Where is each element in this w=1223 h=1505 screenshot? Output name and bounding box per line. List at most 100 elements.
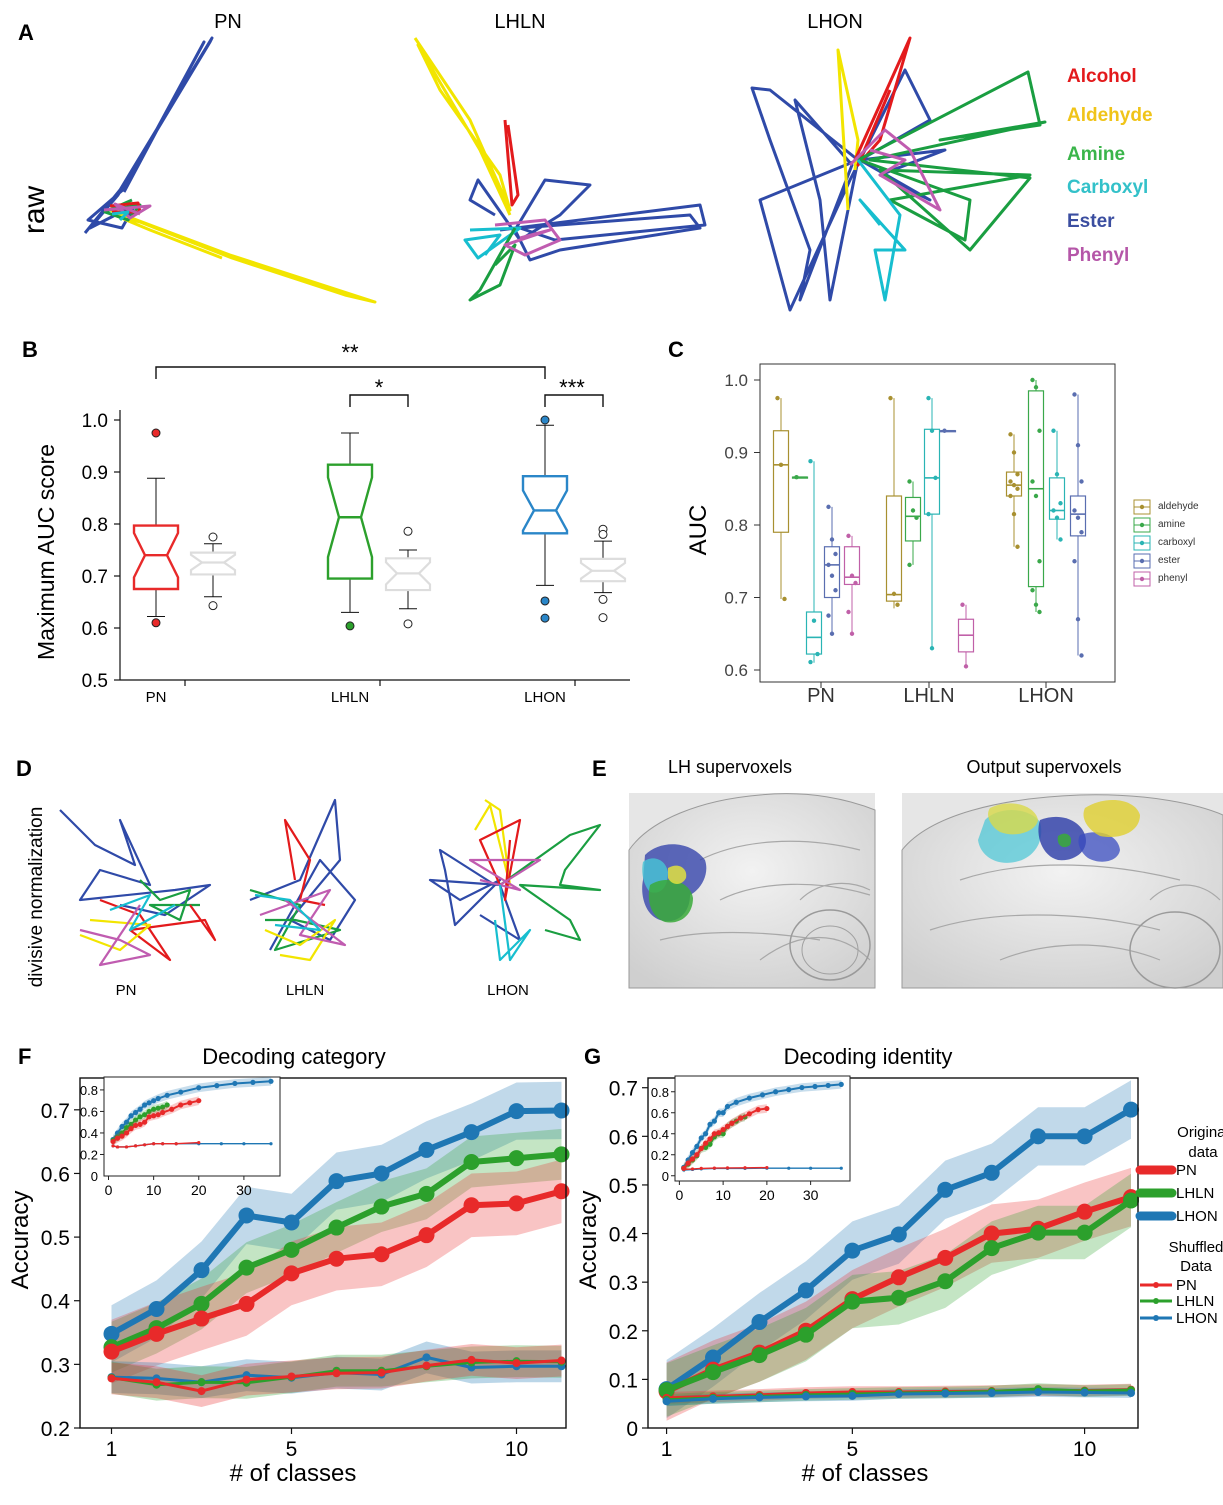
trajectory-d-4 bbox=[79, 904, 152, 967]
point-lhon-shuffled bbox=[987, 1389, 996, 1397]
point-lhon-original bbox=[103, 1325, 120, 1342]
c-point bbox=[853, 580, 858, 586]
inset-ytick-label: 0 bbox=[662, 1169, 669, 1184]
inset-point bbox=[689, 1150, 696, 1156]
panel-e-title-output: Output supervoxels bbox=[966, 757, 1121, 777]
inset-xtick-label: 0 bbox=[675, 1187, 683, 1203]
inset-point bbox=[724, 1123, 731, 1129]
g-legend-original-l1: Original bbox=[1177, 1124, 1223, 1141]
inset-point bbox=[196, 1098, 202, 1104]
ytick-label: 0.3 bbox=[609, 1272, 638, 1295]
lh-supervoxel-aldehyde bbox=[668, 865, 687, 884]
trajectory-d-10 bbox=[259, 888, 347, 947]
b-outlier bbox=[208, 601, 218, 611]
inset-xtick-label: 10 bbox=[715, 1187, 731, 1203]
c-point bbox=[1075, 443, 1081, 448]
panel-d-title-lhln: LHLN bbox=[286, 982, 324, 999]
point-lhln-original bbox=[658, 1382, 675, 1399]
point-pn-shuffled bbox=[377, 1368, 386, 1377]
inset-point bbox=[137, 1106, 143, 1112]
point-lhon-original bbox=[238, 1207, 255, 1224]
inset-point bbox=[164, 1102, 170, 1108]
brain-render-output bbox=[901, 793, 1223, 989]
inset-point bbox=[123, 1130, 130, 1136]
c-box bbox=[1048, 477, 1066, 520]
inset-point bbox=[746, 1095, 752, 1101]
inset-point bbox=[146, 1114, 152, 1120]
panel-e-title-lh: LH supervoxels bbox=[668, 757, 792, 777]
point-lhon-original bbox=[1030, 1128, 1047, 1145]
ytick-label: 0.7 bbox=[41, 1100, 70, 1123]
inset-xtick-label: 20 bbox=[191, 1182, 207, 1198]
point-lhon-original bbox=[508, 1103, 525, 1120]
b-sig-bracket bbox=[544, 394, 604, 407]
point-lhon-shuffled bbox=[1034, 1388, 1043, 1397]
g-legend-shuffled-l2: Data bbox=[1180, 1258, 1212, 1275]
g-legend-shuf-lhln: LHLN bbox=[1176, 1293, 1214, 1310]
panel-a-title-lhln: LHLN bbox=[494, 11, 545, 33]
ytick-label: 0.5 bbox=[41, 1227, 70, 1250]
c-point bbox=[794, 474, 799, 480]
c-point bbox=[1072, 559, 1077, 564]
inset-point bbox=[142, 1102, 148, 1108]
c-point bbox=[1058, 537, 1063, 542]
b-outlier bbox=[598, 594, 608, 604]
ytick-label: 0.4 bbox=[609, 1224, 639, 1247]
c-point bbox=[929, 428, 935, 433]
point-lhon-original bbox=[705, 1349, 722, 1366]
xtick-label: 5 bbox=[286, 1438, 298, 1461]
point-pn-shuffled bbox=[557, 1356, 566, 1365]
point-lhon-original bbox=[193, 1262, 210, 1279]
panel-g-title: Decoding identity bbox=[784, 1044, 953, 1069]
trajectory-a-1 bbox=[109, 208, 377, 304]
c-legend-key-dot bbox=[1139, 540, 1145, 546]
point-lhln-original bbox=[797, 1326, 814, 1343]
inset-point bbox=[698, 1135, 704, 1141]
panel-e: E LH supervoxels Output supervoxels bbox=[592, 756, 1223, 989]
panel-f-label: F bbox=[18, 1044, 31, 1069]
panel-b-chart: 1.0 0.9 0.8 0.7 0.6 0.5 bbox=[82, 366, 630, 692]
panel-c-legend: aldehyde amine carboxyl ester phenyl bbox=[1158, 501, 1199, 584]
panel-f-chart: 0.2 0.3 0.4 0.5 0.6 0.7 1 5 10 0.2 0.4 0.6 0.8 00 10 20… bbox=[41, 1076, 570, 1461]
panel-c-group-pn: PN bbox=[807, 685, 835, 707]
point-pn-shuffled bbox=[107, 1374, 116, 1383]
inset-xtick-label: 0 bbox=[105, 1182, 113, 1198]
inset-point bbox=[123, 1124, 130, 1131]
point-pn-shuffled bbox=[287, 1372, 296, 1381]
inset-point bbox=[119, 1133, 125, 1139]
inset-point bbox=[759, 1092, 766, 1098]
xtick-label: 1 bbox=[106, 1438, 118, 1461]
inset-xtick-label: 30 bbox=[236, 1182, 252, 1198]
b-outlier bbox=[598, 613, 608, 623]
legend-alcohol: Alcohol bbox=[1067, 66, 1137, 87]
panel-c-ylabel: AUC bbox=[685, 505, 712, 556]
inset-band bbox=[113, 1096, 199, 1146]
c-point bbox=[1033, 493, 1039, 499]
point-pn-shuffled bbox=[422, 1361, 431, 1370]
b-outlier bbox=[403, 619, 413, 629]
inset-ytick-label: 0.2 bbox=[651, 1148, 669, 1163]
b-ytick-label: 0.7 bbox=[82, 567, 108, 588]
trajectory-a-14 bbox=[853, 36, 912, 167]
c-point bbox=[1033, 602, 1039, 607]
c-point bbox=[826, 504, 831, 510]
c-point bbox=[829, 631, 835, 636]
inset-point bbox=[812, 1083, 818, 1090]
trajectory-d-17 bbox=[493, 884, 532, 962]
point-lhon-shuffled bbox=[1127, 1389, 1136, 1397]
c-ytick-label: 1.0 bbox=[724, 371, 748, 390]
panel-g-label: G bbox=[584, 1044, 601, 1069]
c-point bbox=[833, 588, 838, 593]
point-pn-original bbox=[508, 1195, 525, 1212]
point-lhln-original bbox=[1123, 1192, 1140, 1209]
inset-point bbox=[729, 1120, 735, 1126]
legend-shuf-dot-0 bbox=[1153, 1282, 1159, 1288]
band-lhon-original bbox=[111, 1081, 562, 1363]
ytick-label: 0.6 bbox=[41, 1163, 70, 1186]
c-point bbox=[1075, 617, 1081, 622]
trajectory-a-8 bbox=[468, 178, 707, 262]
b-sig-bracket bbox=[155, 366, 546, 379]
inset-point bbox=[197, 1141, 201, 1145]
c-point bbox=[829, 573, 835, 578]
c-point bbox=[811, 618, 817, 623]
